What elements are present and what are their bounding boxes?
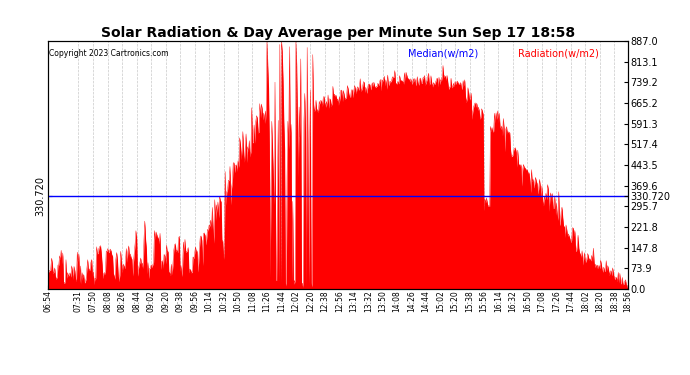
Text: Median(w/m2): Median(w/m2) — [408, 49, 478, 58]
Text: Radiation(w/m2): Radiation(w/m2) — [518, 49, 599, 58]
Text: Copyright 2023 Cartronics.com: Copyright 2023 Cartronics.com — [50, 49, 169, 58]
Title: Solar Radiation & Day Average per Minute Sun Sep 17 18:58: Solar Radiation & Day Average per Minute… — [101, 26, 575, 40]
